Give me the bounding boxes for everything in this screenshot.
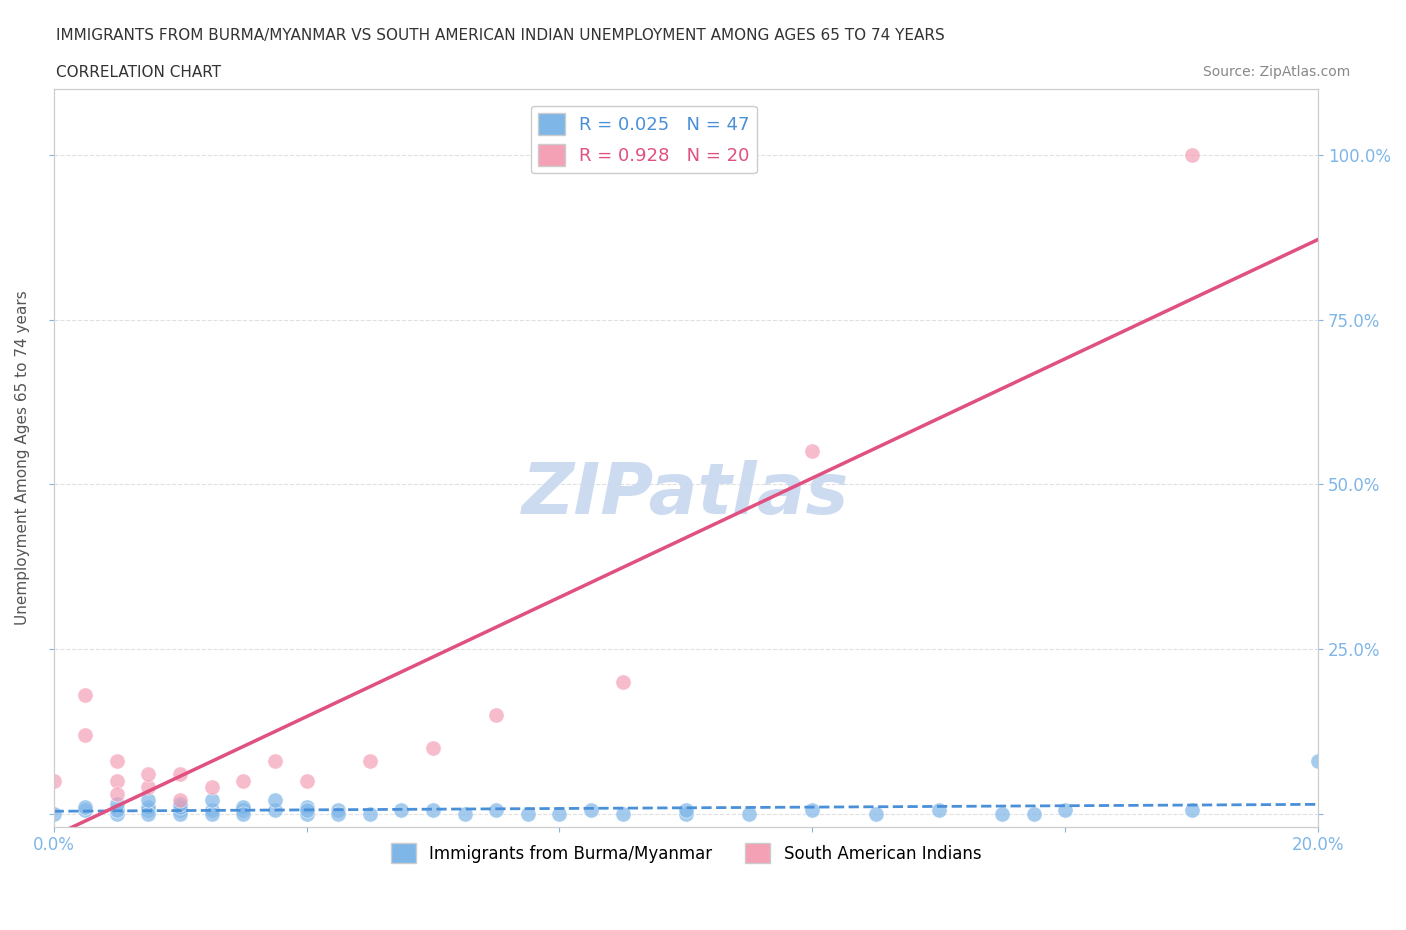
Point — [928, 803, 950, 817]
Point — [453, 806, 475, 821]
Point — [1181, 148, 1204, 163]
Text: ZIPatlas: ZIPatlas — [522, 460, 849, 529]
Point — [801, 803, 824, 817]
Point — [232, 803, 254, 817]
Point — [75, 800, 97, 815]
Point — [328, 803, 350, 817]
Point — [264, 793, 287, 808]
Point — [169, 803, 191, 817]
Point — [138, 779, 160, 794]
Point — [1181, 803, 1204, 817]
Point — [138, 800, 160, 815]
Text: Source: ZipAtlas.com: Source: ZipAtlas.com — [1202, 65, 1350, 79]
Point — [138, 803, 160, 817]
Point — [75, 803, 97, 817]
Point — [201, 806, 224, 821]
Point — [359, 806, 381, 821]
Point — [201, 803, 224, 817]
Point — [169, 800, 191, 815]
Point — [516, 806, 538, 821]
Point — [42, 806, 65, 821]
Point — [295, 806, 318, 821]
Legend: Immigrants from Burma/Myanmar, South American Indians: Immigrants from Burma/Myanmar, South Ame… — [384, 836, 988, 870]
Point — [169, 796, 191, 811]
Text: IMMIGRANTS FROM BURMA/MYANMAR VS SOUTH AMERICAN INDIAN UNEMPLOYMENT AMONG AGES 6: IMMIGRANTS FROM BURMA/MYANMAR VS SOUTH A… — [56, 28, 945, 43]
Point — [138, 806, 160, 821]
Point — [105, 753, 128, 768]
Point — [105, 806, 128, 821]
Point — [422, 740, 444, 755]
Point — [1022, 806, 1045, 821]
Point — [201, 793, 224, 808]
Point — [579, 803, 602, 817]
Point — [75, 687, 97, 702]
Point — [295, 800, 318, 815]
Point — [295, 803, 318, 817]
Point — [105, 787, 128, 802]
Point — [264, 753, 287, 768]
Point — [738, 806, 761, 821]
Point — [105, 796, 128, 811]
Point — [675, 806, 697, 821]
Point — [232, 800, 254, 815]
Point — [612, 806, 634, 821]
Point — [991, 806, 1014, 821]
Point — [201, 779, 224, 794]
Point — [485, 708, 508, 723]
Point — [389, 803, 412, 817]
Text: CORRELATION CHART: CORRELATION CHART — [56, 65, 221, 80]
Point — [675, 803, 697, 817]
Point — [42, 773, 65, 788]
Point — [138, 793, 160, 808]
Point — [1054, 803, 1077, 817]
Point — [169, 793, 191, 808]
Point — [485, 803, 508, 817]
Point — [75, 727, 97, 742]
Point — [232, 773, 254, 788]
Point — [328, 806, 350, 821]
Point — [865, 806, 887, 821]
Point — [169, 766, 191, 781]
Point — [232, 806, 254, 821]
Point — [295, 773, 318, 788]
Point — [169, 806, 191, 821]
Point — [138, 766, 160, 781]
Y-axis label: Unemployment Among Ages 65 to 74 years: Unemployment Among Ages 65 to 74 years — [15, 291, 30, 626]
Point — [105, 803, 128, 817]
Point — [801, 444, 824, 458]
Point — [105, 773, 128, 788]
Point — [1308, 753, 1330, 768]
Point — [612, 674, 634, 689]
Point — [422, 803, 444, 817]
Point — [548, 806, 571, 821]
Point — [359, 753, 381, 768]
Point — [264, 803, 287, 817]
